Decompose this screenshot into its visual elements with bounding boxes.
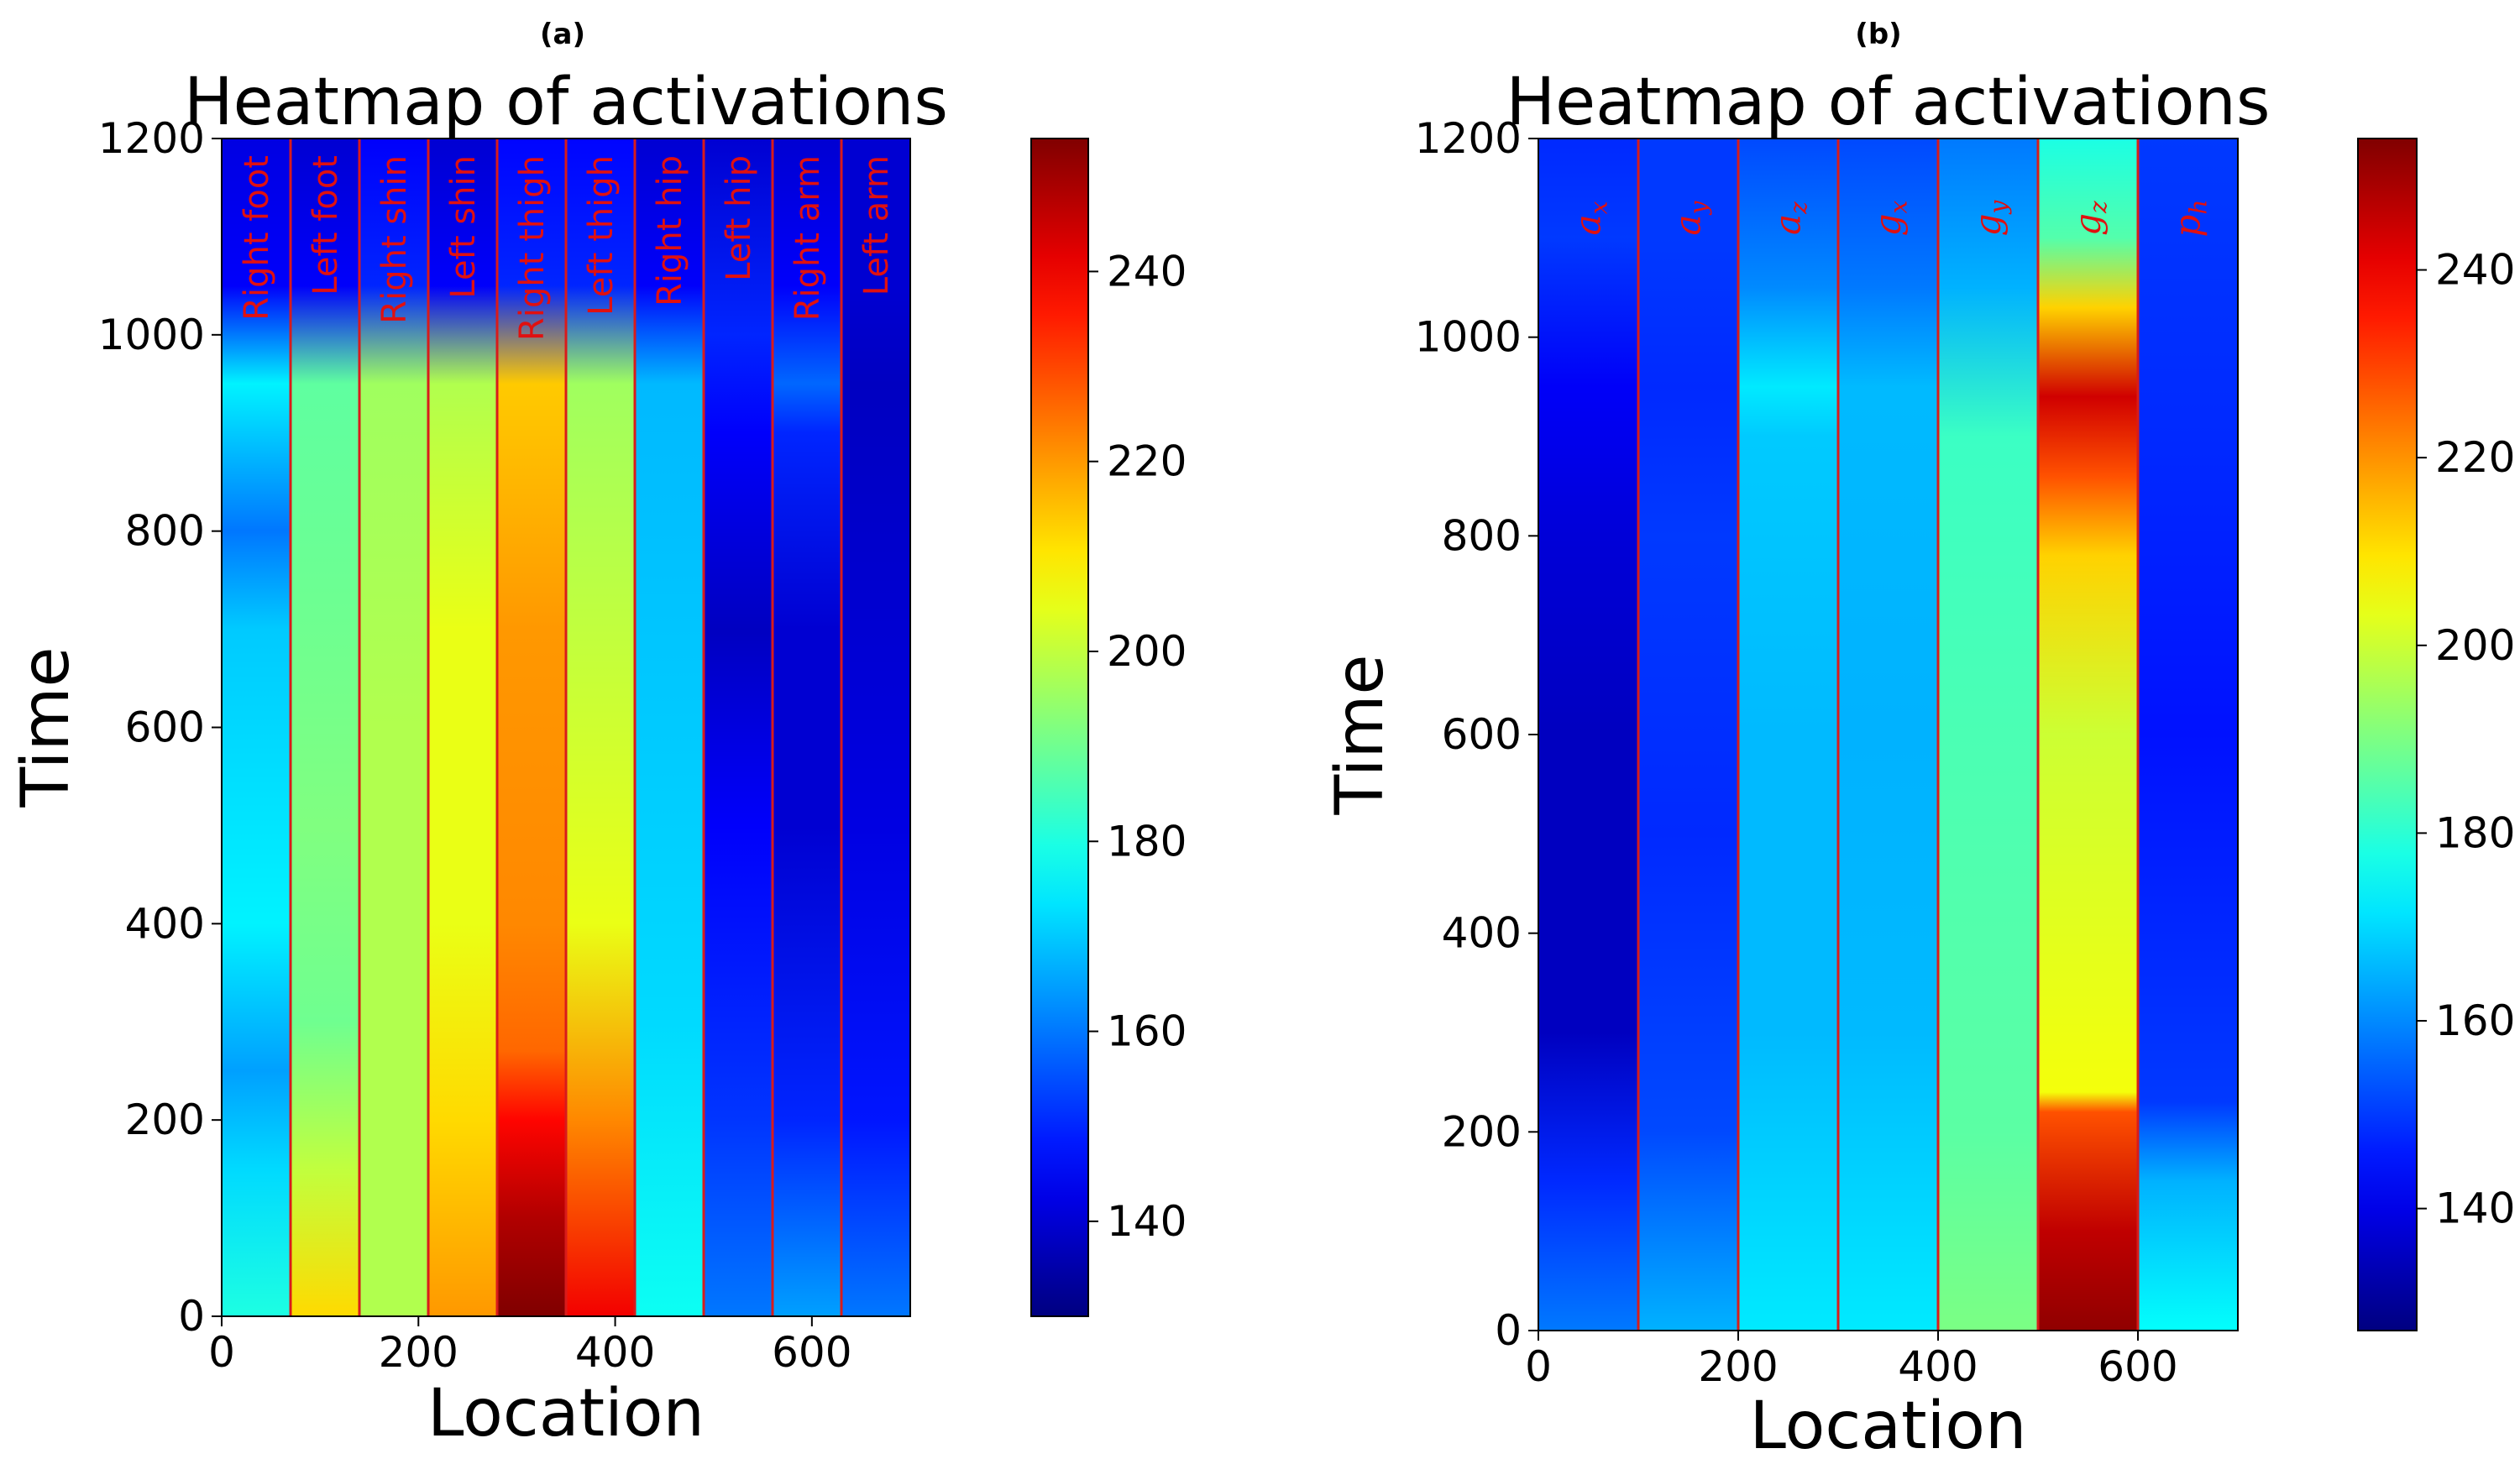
heatmap-column — [635, 139, 704, 1316]
y-tick-label: 400 — [1442, 909, 1522, 958]
heatmap-column — [1738, 139, 1838, 1331]
x-tick-label: 600 — [2098, 1342, 2177, 1391]
y-tick-label: 1000 — [98, 311, 205, 359]
y-tick-label: 0 — [1495, 1306, 1522, 1355]
colorbar-tick-label: 220 — [2435, 433, 2515, 482]
y-tick-label: 200 — [1442, 1107, 1522, 1156]
region-label: Left shin — [444, 155, 483, 299]
y-tick-label: 1000 — [1415, 313, 1522, 362]
y-axis-label: Time — [1323, 655, 1398, 816]
region-label: ay — [1668, 200, 1713, 235]
heatmap-column — [841, 139, 910, 1316]
colorbar-tick-label: 220 — [1107, 437, 1187, 486]
colorbar-tick-label: 240 — [2435, 246, 2515, 295]
colorbar-tick-label: 160 — [2435, 996, 2515, 1045]
panel-tag: (b) — [1855, 18, 1901, 51]
colorbar — [2357, 138, 2418, 1331]
heatmap-column — [1638, 139, 1738, 1331]
x-tick-label: 0 — [208, 1328, 235, 1377]
heatmap-column — [497, 139, 566, 1316]
y-axis-label: Time — [8, 647, 84, 808]
x-tick-label: 200 — [379, 1328, 458, 1377]
region-label: Right thigh — [513, 155, 552, 341]
heatmap-column — [359, 139, 428, 1316]
heatmap-column — [428, 139, 497, 1316]
x-axis-label: Location — [1750, 1388, 2027, 1459]
heatmap-column — [566, 139, 635, 1316]
region-label: Right shin — [375, 155, 414, 324]
y-tick-label: 400 — [125, 899, 205, 948]
colorbar-tick-label: 200 — [2435, 621, 2515, 670]
heatmap-column — [222, 139, 291, 1316]
chart-title: Heatmap of activations — [184, 65, 948, 140]
y-tick-label: 200 — [125, 1096, 205, 1144]
heatmap-column — [773, 139, 841, 1316]
heatmap-column — [1938, 139, 2038, 1331]
x-tick-label: 400 — [1898, 1342, 1978, 1391]
y-tick-label: 600 — [125, 703, 205, 752]
heatmap-column — [2138, 139, 2238, 1331]
y-tick-label: 1200 — [98, 114, 205, 163]
y-tick-label: 0 — [178, 1292, 205, 1341]
panel-tag: (a) — [540, 18, 585, 51]
colorbar-tick-label: 200 — [1107, 627, 1187, 676]
colorbar-tick-label: 180 — [1107, 817, 1187, 865]
heatmap-panel-b: (b)Heatmap of activationsaxayazgxgygzph0… — [1323, 18, 2515, 1459]
heatmap-column — [2038, 139, 2138, 1331]
heatmap-column — [291, 139, 359, 1316]
heatmap-column — [1838, 139, 1938, 1331]
region-label: Left hip — [720, 155, 758, 281]
colorbar-tick-label: 140 — [2435, 1184, 2515, 1233]
region-label: Left thigh — [582, 155, 621, 316]
y-tick-label: 1200 — [1415, 114, 1522, 163]
region-label: Left arm — [857, 155, 896, 295]
colorbar-tick-label: 160 — [1107, 1007, 1187, 1056]
heatmap-column — [704, 139, 773, 1316]
x-tick-label: 200 — [1698, 1342, 1778, 1391]
y-tick-label: 800 — [1442, 511, 1522, 560]
colorbar — [1030, 138, 1089, 1317]
heatmap-panel-a: (a) Heatmap of activations Right foot Left … — [8, 18, 1187, 1451]
region-label: Right foot — [238, 155, 276, 321]
colorbar-tick-label: 180 — [2435, 808, 2515, 857]
heatmap-column — [1538, 139, 1638, 1331]
x-axis-label: Location — [427, 1376, 705, 1451]
region-label: az — [1768, 201, 1813, 235]
region-label: Left foot — [306, 155, 345, 295]
x-tick-label: 0 — [1525, 1342, 1552, 1391]
colorbar-tick-label: 240 — [1107, 247, 1187, 295]
y-tick-label: 800 — [125, 507, 205, 556]
region-label: gy — [1967, 199, 2013, 236]
x-tick-label: 600 — [772, 1328, 851, 1377]
chart-title: Heatmap of activations — [1506, 65, 2270, 140]
colorbar-tick-label: 140 — [1107, 1197, 1187, 1246]
region-label: Right arm — [788, 155, 827, 321]
region-label: gx — [1868, 200, 1913, 236]
x-tick-label: 400 — [575, 1328, 655, 1377]
y-tick-label: 600 — [1442, 710, 1522, 759]
region-label: Right hip — [651, 155, 689, 306]
